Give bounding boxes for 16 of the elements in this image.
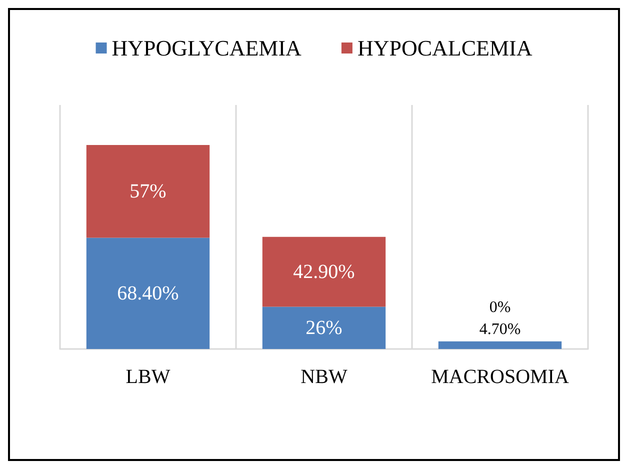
data-label: 0% bbox=[489, 298, 511, 316]
bar bbox=[262, 236, 386, 307]
bar bbox=[86, 238, 210, 349]
legend-label: HYPOCALCEMIA bbox=[357, 36, 532, 60]
x-tick-label: MACROSOMIA bbox=[431, 366, 570, 388]
bar bbox=[262, 306, 386, 349]
bar bbox=[438, 341, 562, 349]
data-label: 26% bbox=[306, 316, 342, 339]
legend-label: HYPOGLYCAEMIA bbox=[112, 36, 302, 60]
bar bbox=[86, 145, 210, 238]
data-label: 57% bbox=[130, 180, 166, 202]
data-label: 68.40% bbox=[117, 282, 179, 304]
x-tick-label: NBW bbox=[300, 366, 348, 388]
x-tick-label: LBW bbox=[126, 366, 170, 388]
data-label: 4.70% bbox=[479, 320, 521, 338]
data-label: 42.90% bbox=[293, 260, 355, 283]
